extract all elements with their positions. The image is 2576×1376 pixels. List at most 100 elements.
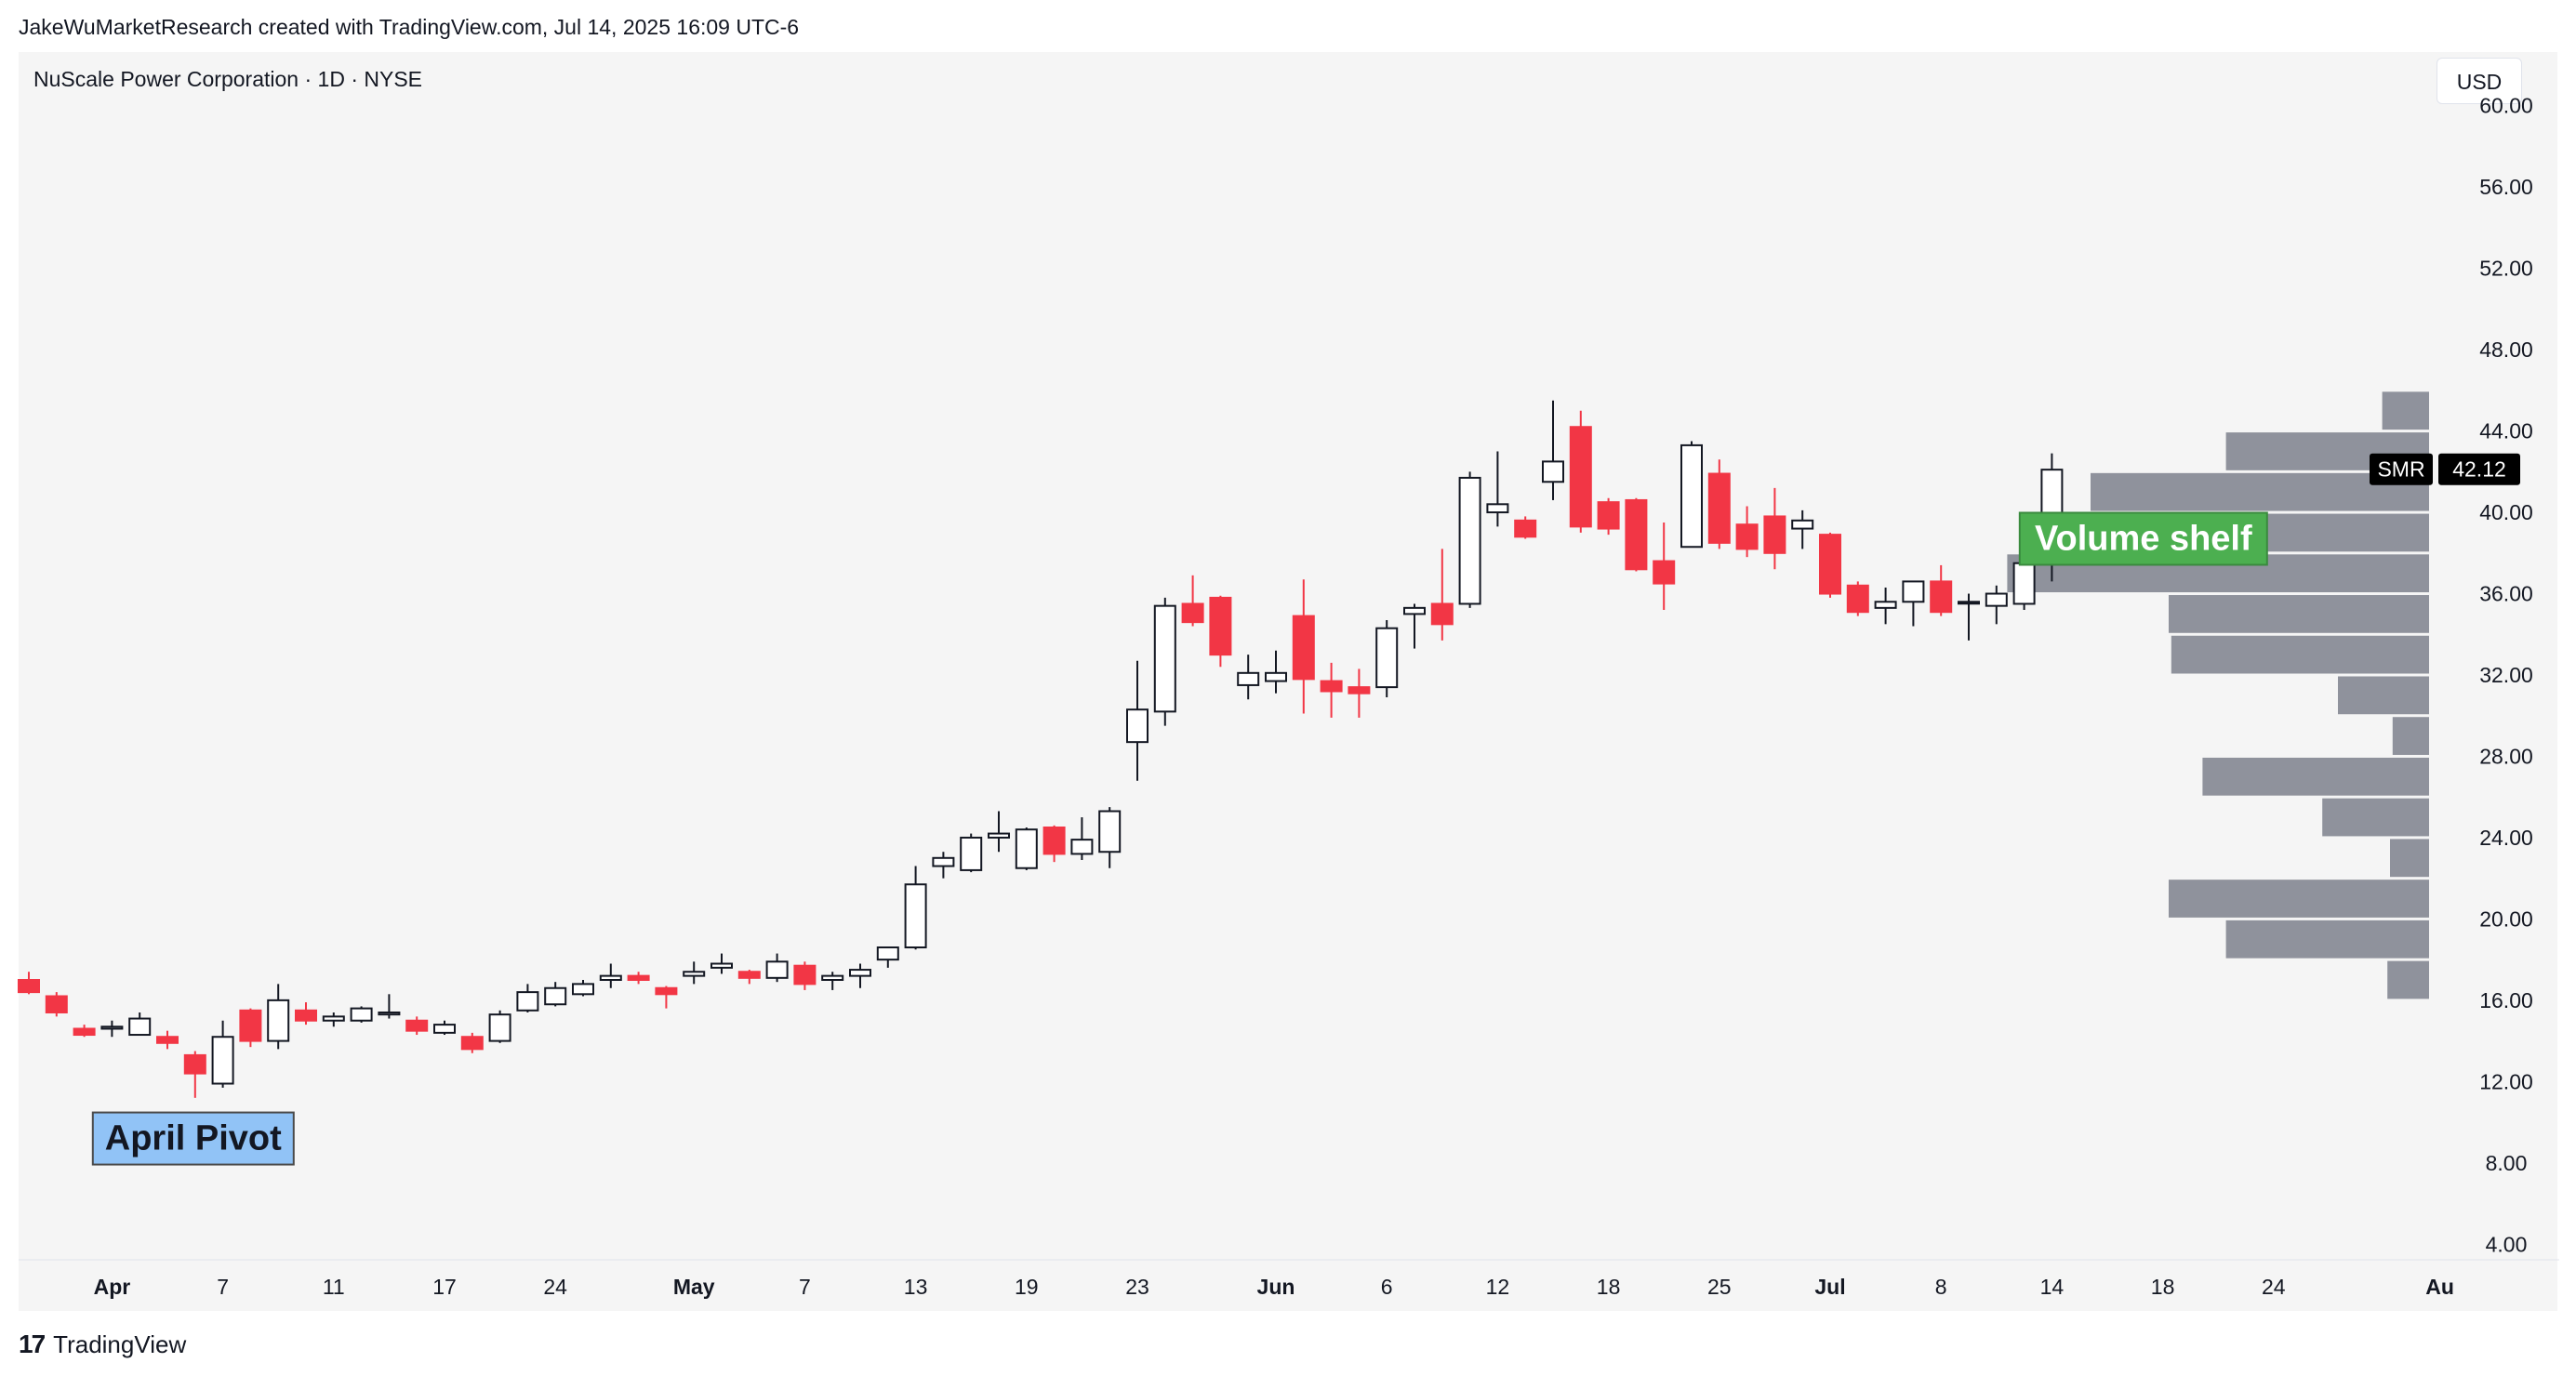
candle (849, 963, 871, 988)
x-tick-label: 8 (1935, 1275, 1947, 1299)
candle-body (876, 946, 899, 961)
candle-body (1707, 472, 1731, 544)
y-tick-label: 32.00 (2479, 663, 2533, 687)
candle (239, 1008, 262, 1048)
x-tick-label: 14 (2040, 1275, 2065, 1299)
chart-panel[interactable] (19, 52, 2557, 1311)
candle (1597, 497, 1620, 536)
candle (1181, 575, 1204, 627)
candle (350, 1006, 373, 1023)
candle-body (932, 856, 955, 867)
tradingview-brand[interactable]: 17 TradingView (19, 1330, 186, 1359)
candle-body (544, 986, 567, 1006)
candle (156, 1030, 179, 1050)
candle-body (737, 971, 761, 979)
candle-body (765, 960, 789, 979)
candle-body (1874, 601, 1897, 609)
candle-body (1819, 534, 1841, 595)
volume-profile-bar (2171, 635, 2429, 674)
candle-body (1763, 515, 1786, 554)
candle-body (1320, 680, 1343, 693)
y-tick-label: 56.00 (2479, 175, 2533, 199)
candle (1763, 487, 1786, 570)
candle (876, 946, 899, 968)
candle (737, 970, 761, 985)
candle (1958, 593, 1980, 641)
candle (821, 972, 844, 990)
tradingview-logo-icon: 17 (19, 1330, 46, 1358)
symbol-title[interactable]: NuScale Power Corporation · 1D · NYSE (33, 67, 422, 91)
x-tick-label: Jun (1257, 1275, 1295, 1299)
candle (1486, 451, 1509, 527)
y-tick-label: 60.00 (2479, 94, 2533, 118)
candle-body (1375, 627, 1399, 689)
candle-body (378, 1011, 401, 1016)
y-tick-label: 8.00 (2486, 1151, 2528, 1175)
candle-body (460, 1036, 484, 1051)
candle (1375, 619, 1399, 698)
x-tick-label: 12 (1486, 1275, 1510, 1299)
candle (683, 961, 706, 985)
candle-body (849, 969, 871, 977)
april-pivot-box (91, 1111, 295, 1166)
candle-body (1292, 615, 1315, 681)
candle (1653, 523, 1676, 611)
volume-profile-bar (2202, 757, 2429, 796)
candle (1569, 410, 1592, 533)
candle-body (1458, 476, 1481, 605)
candle-body (488, 1013, 511, 1042)
candle-body (1958, 601, 1980, 605)
candle-body (1348, 686, 1371, 695)
candle-body (1486, 503, 1509, 514)
symbol-tag-label: SMR (2377, 457, 2424, 482)
candle (1625, 497, 1648, 572)
x-tick-label: 11 (323, 1275, 345, 1299)
candle-body (100, 1025, 124, 1030)
candle (1015, 827, 1038, 870)
candle-body (988, 832, 1010, 839)
candle-body (1237, 671, 1260, 686)
tradingview-brand-label: TradingView (53, 1330, 187, 1358)
candle-body (1098, 810, 1122, 853)
x-tick-label: Jul (1814, 1275, 1845, 1299)
candle (1902, 580, 1925, 627)
x-tick-label: Apr (94, 1275, 131, 1299)
candle (655, 986, 678, 1009)
x-tick-label: 6 (1381, 1275, 1393, 1299)
volume-profile-bar (2387, 960, 2429, 999)
candle (1930, 564, 1953, 616)
candle (1430, 549, 1454, 641)
axes[interactable]: 60.00 56.00 52.00 48.00 44.00 40.00 36.00 32.00… (19, 94, 2559, 1299)
currency-button[interactable]: USD (2437, 58, 2522, 104)
y-tick-label: 28.00 (2479, 744, 2533, 768)
candle-body (1153, 604, 1176, 713)
annotations: April Pivot Volume shelf (91, 511, 2268, 1166)
candle (516, 984, 539, 1012)
candle (1098, 807, 1122, 868)
candle-body (405, 1019, 429, 1032)
candle (627, 972, 650, 985)
candle-body (793, 964, 817, 986)
candle-body (1265, 671, 1287, 682)
candle (128, 1012, 152, 1037)
x-tick-label: 17 (432, 1275, 457, 1299)
x-tick-label: 13 (904, 1275, 928, 1299)
candle (73, 1025, 96, 1038)
candle (1403, 603, 1426, 649)
candle-body (1680, 443, 1703, 549)
y-tick-label: 36.00 (2479, 582, 2533, 606)
candle (488, 1010, 511, 1043)
y-tick-label: 48.00 (2479, 337, 2533, 362)
candle (433, 1020, 456, 1036)
candle (793, 961, 817, 990)
candle-body (1181, 602, 1204, 624)
candle-body (1015, 828, 1038, 869)
candle-body (1209, 596, 1232, 656)
candle (1070, 817, 1094, 860)
candle (1707, 459, 1731, 549)
volume-profile (2007, 391, 2429, 999)
candle (1874, 587, 1897, 625)
candle (1348, 668, 1371, 718)
x-tick-label: May (673, 1275, 715, 1299)
